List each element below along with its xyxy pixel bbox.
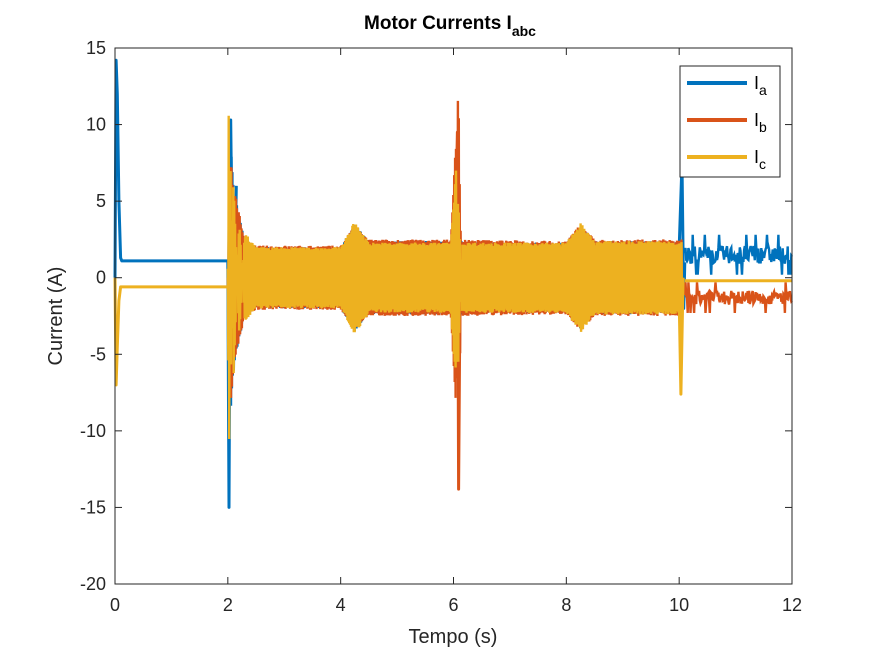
legend-label-b: Ib: [754, 110, 767, 135]
series-line: [677, 277, 685, 396]
x-tick-label: 12: [782, 595, 802, 615]
series-c: [113, 115, 792, 440]
data-layer: [113, 58, 793, 509]
series-noise: [683, 282, 793, 313]
y-tick-label: 15: [86, 38, 106, 58]
y-axis-label: Current (A): [45, 267, 67, 366]
x-tick-label: 4: [336, 595, 346, 615]
y-tick-label: -20: [80, 574, 106, 594]
series-noise: [683, 234, 793, 275]
x-tick-label: 8: [561, 595, 571, 615]
x-tick-label: 10: [669, 595, 689, 615]
x-tick-label: 0: [110, 595, 120, 615]
x-axis-label: Tempo (s): [409, 626, 498, 648]
legend: Ia Ib Ic: [679, 65, 781, 178]
series-oscillation: [226, 115, 684, 440]
y-tick-label: -15: [80, 497, 106, 517]
y-tick-label: -5: [90, 344, 106, 364]
x-tick-label: 6: [448, 595, 458, 615]
legend-label-c: Ic: [754, 147, 766, 172]
y-tick-label: 0: [96, 268, 106, 288]
y-tick-label: 10: [86, 115, 106, 135]
chart-title: Motor Currents Iabc: [364, 13, 536, 39]
y-tick-label: -10: [80, 421, 106, 441]
series-line: [113, 277, 228, 387]
tick-layer: 0 2 4 6 8 10 12 15 10 5 0 -5 -10 -15 -20: [80, 38, 802, 615]
legend-label-a: Ia: [754, 73, 767, 98]
x-tick-label: 2: [223, 595, 233, 615]
y-tick-label: 5: [96, 191, 106, 211]
